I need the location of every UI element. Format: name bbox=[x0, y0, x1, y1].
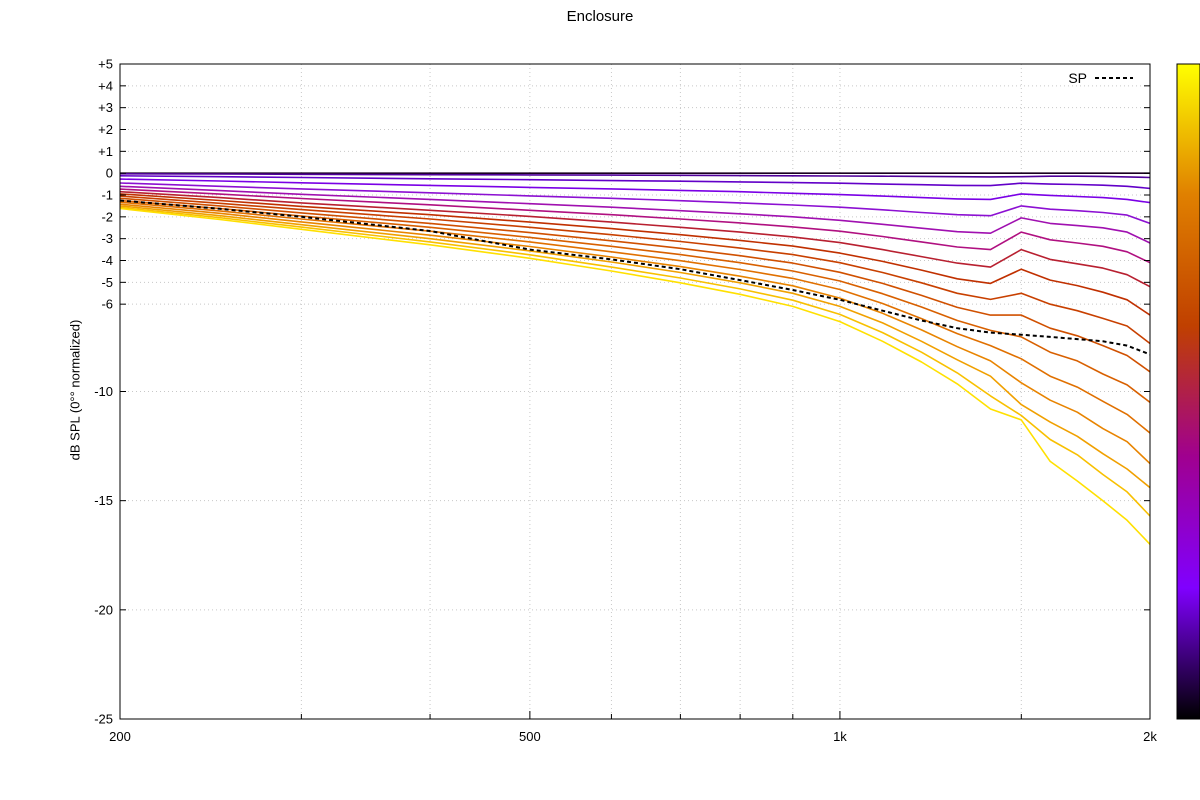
x-tick-label: 2k bbox=[1143, 729, 1157, 744]
y-tick-label: -25 bbox=[94, 712, 113, 727]
y-tick-label: 0 bbox=[106, 166, 113, 181]
series-line-4 bbox=[119, 182, 1151, 225]
series-line-9 bbox=[119, 195, 1151, 345]
series-line-16 bbox=[119, 207, 1151, 545]
y-tick-label: +1 bbox=[98, 144, 113, 159]
series-line-8 bbox=[119, 193, 1151, 316]
y-tick-label: -15 bbox=[94, 493, 113, 508]
series-line-1 bbox=[119, 173, 1151, 179]
grid bbox=[119, 63, 1151, 720]
series-line-12 bbox=[119, 201, 1151, 434]
tick-layer: +5 +4 +3 +2 +1 0 -1 -2 -3 -4 -5 -6 -10 -15 -20 -25 200 50… bbox=[94, 57, 1182, 744]
series-line-14 bbox=[119, 205, 1151, 489]
plot-frame bbox=[119, 63, 1151, 720]
series-line-11 bbox=[119, 199, 1151, 404]
y-tick-label: +5 bbox=[98, 57, 113, 72]
series-line-7 bbox=[119, 190, 1151, 288]
y-tick-label: +3 bbox=[98, 100, 113, 115]
y-tick-label: -2 bbox=[101, 209, 113, 224]
series-line-2 bbox=[119, 175, 1151, 190]
x-tick-label: 500 bbox=[519, 729, 541, 744]
y-tick-label: -6 bbox=[101, 297, 113, 312]
series-line-15 bbox=[119, 206, 1151, 517]
y-tick-label: -4 bbox=[101, 253, 113, 268]
series-line-sp bbox=[119, 199, 1151, 356]
series-line-10 bbox=[119, 197, 1151, 373]
y-tick-label: -5 bbox=[101, 275, 113, 290]
series-line-3 bbox=[119, 178, 1151, 204]
legend: SP bbox=[1068, 70, 1133, 86]
y-tick-label: +4 bbox=[98, 78, 113, 93]
x-tick-label: 1k bbox=[833, 729, 847, 744]
series-layer bbox=[119, 172, 1151, 545]
colorbar bbox=[1176, 63, 1200, 720]
series-line-6 bbox=[119, 188, 1151, 264]
y-tick-label: +2 bbox=[98, 122, 113, 137]
y-tick-label: -1 bbox=[101, 188, 113, 203]
y-tick-label: -3 bbox=[101, 231, 113, 246]
x-tick-label: 200 bbox=[109, 729, 131, 744]
series-line-5 bbox=[119, 185, 1151, 244]
legend-label-sp: SP bbox=[1068, 70, 1087, 86]
y-tick-label: -20 bbox=[94, 602, 113, 617]
y-tick-label: -10 bbox=[94, 384, 113, 399]
chart-title: Enclosure bbox=[566, 8, 634, 25]
